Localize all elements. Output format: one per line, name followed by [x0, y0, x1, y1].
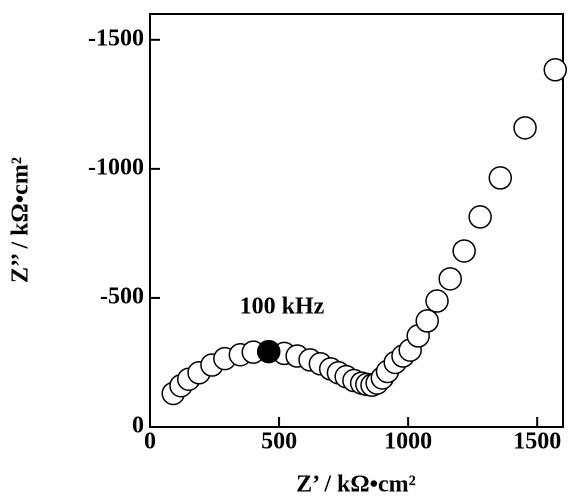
x-tick-label: 1500 — [513, 429, 561, 455]
x-tick-label: 1000 — [384, 429, 432, 455]
data-point — [452, 239, 476, 263]
y-tick-label: -1500 — [88, 25, 144, 51]
data-point — [488, 166, 513, 190]
data-point — [468, 205, 492, 229]
plot-frame — [149, 13, 564, 428]
data-point — [543, 58, 568, 82]
x-tick-label: 0 — [144, 429, 156, 455]
y-tick-label: -500 — [100, 283, 144, 309]
x-axis-label: Z’ / kΩ•cm² — [296, 472, 416, 498]
annotation: 100 kHz — [240, 294, 325, 320]
data-point — [256, 339, 281, 364]
y-axis-label: Z’’ / kΩ•cm² — [8, 157, 34, 283]
data-point — [438, 267, 462, 291]
y-tick-label: -1000 — [88, 154, 144, 180]
data-point — [513, 116, 537, 140]
y-tick-label: 0 — [132, 413, 144, 439]
data-point — [415, 309, 439, 333]
data-point — [425, 289, 449, 313]
x-tick-label: 500 — [261, 429, 297, 455]
